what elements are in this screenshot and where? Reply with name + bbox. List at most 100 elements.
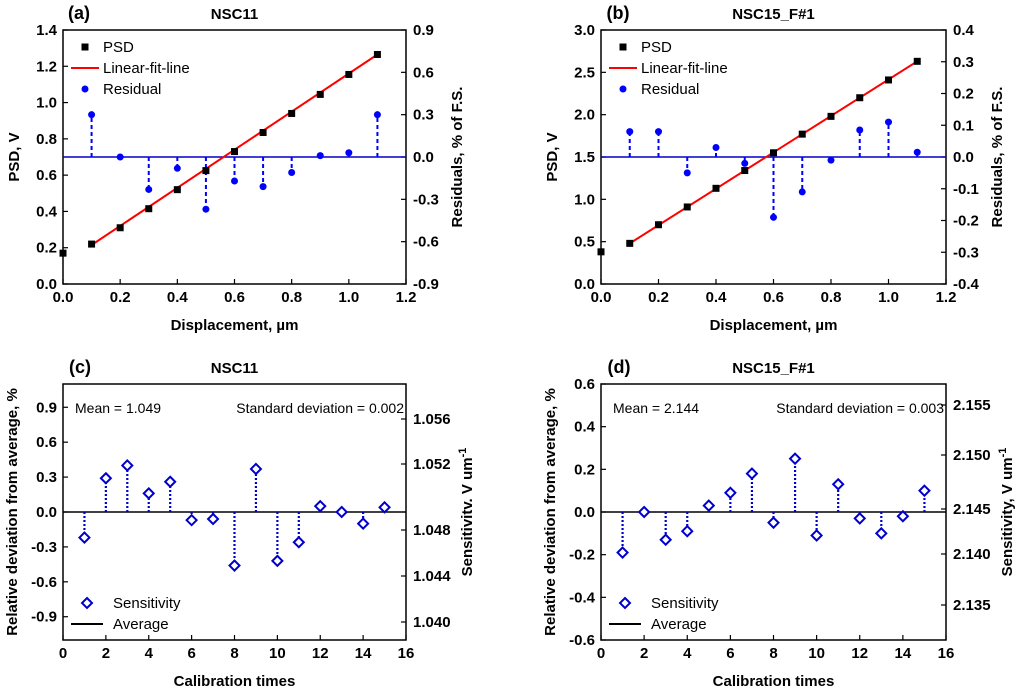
- y-tick-label: 1.4: [36, 22, 58, 39]
- y2-axis-label: Residuals, % of F.S.: [449, 87, 466, 228]
- y2-tick-label: -0.3: [413, 191, 439, 208]
- y2-tick-label: 2.140: [953, 546, 991, 563]
- y2-tick-label: -0.1: [953, 181, 979, 198]
- y-tick-label: 2.0: [574, 107, 595, 124]
- y-tick-label: 1.0: [574, 191, 595, 208]
- panel-label: (d): [608, 357, 631, 377]
- panel-label: (a): [68, 3, 90, 23]
- residual-point: [626, 128, 634, 136]
- x-tick-label: 0.0: [53, 289, 74, 306]
- chart-title: NSC11: [211, 6, 259, 23]
- x-tick-label: 16: [938, 645, 955, 662]
- x-tick-label: 0.8: [281, 289, 302, 306]
- sensitivity-point: [831, 477, 845, 491]
- sensitivity-point: [356, 517, 370, 531]
- sensitivity-point: [745, 467, 759, 481]
- psd-point: [913, 57, 921, 65]
- x-tick-label: 0.2: [110, 289, 131, 306]
- sensitivity-point: [313, 499, 327, 513]
- residual-point: [116, 153, 124, 161]
- residual-point: [231, 177, 238, 185]
- y2-tick-label: 0.3: [953, 54, 974, 71]
- residual-point: [88, 111, 96, 119]
- x-tick-label: 0.8: [821, 289, 842, 306]
- y-tick-label: 0.9: [36, 399, 57, 416]
- y-axis-label: Relative deviation from average, %: [4, 388, 21, 636]
- y-tick-label: -0.9: [31, 609, 57, 626]
- sensitivity-point: [723, 486, 737, 500]
- chart-title: NSC15_F#1: [732, 6, 815, 23]
- x-tick-label: 10: [269, 645, 286, 662]
- annotation-mean: Mean = 2.144: [613, 400, 699, 416]
- y-tick-label: -0.6: [569, 632, 595, 649]
- legend-label: Average: [651, 616, 707, 633]
- legend-psd-marker: [81, 43, 89, 51]
- psd-point: [202, 167, 210, 175]
- sensitivity-point: [637, 505, 651, 519]
- x-tick-label: 4: [683, 645, 692, 662]
- residual-point: [288, 169, 296, 177]
- annotation-std: Standard deviation = 0.002: [236, 400, 404, 416]
- legend-sensitivity-marker: [618, 596, 632, 610]
- x-axis-label: Calibration times: [174, 673, 296, 690]
- sensitivity-point: [874, 526, 888, 540]
- x-tick-label: 10: [808, 645, 825, 662]
- x-axis-label: Displacement, µm: [171, 317, 299, 334]
- y2-tick-label: 0.0: [413, 149, 434, 166]
- y2-tick-label: -0.6: [413, 234, 439, 251]
- x-tick-label: 0: [59, 645, 67, 662]
- x-tick-label: 12: [851, 645, 868, 662]
- y-tick-label: 0.3: [36, 469, 57, 486]
- x-tick-label: 0.4: [167, 289, 189, 306]
- psd-point: [626, 239, 634, 247]
- x-tick-label: 1.2: [396, 289, 417, 306]
- residual-point: [885, 118, 892, 126]
- y-axis-label: PSD, V: [544, 132, 561, 181]
- sensitivity-point: [78, 531, 91, 545]
- y2-axis-label: Sensitivity, V um-1: [997, 448, 1016, 577]
- psd-point: [827, 112, 835, 120]
- legend-psd-marker: [619, 43, 627, 51]
- y2-tick-label: 0.3: [413, 107, 434, 124]
- chart-title: NSC11: [211, 360, 259, 377]
- residual-point: [259, 183, 267, 191]
- x-tick-label: 8: [230, 645, 238, 662]
- residual-point: [145, 185, 153, 193]
- psd-point: [683, 203, 691, 211]
- psd-point: [655, 221, 662, 229]
- y-axis-label: PSD, V: [6, 132, 23, 181]
- y2-tick-label: -0.4: [953, 276, 980, 293]
- psd-point: [231, 148, 238, 156]
- residual-point: [683, 169, 691, 177]
- y-tick-label: 0.0: [36, 276, 57, 293]
- psd-point: [145, 205, 153, 213]
- sensitivity-point: [680, 524, 694, 538]
- psd-point: [259, 129, 267, 137]
- sensitivity-point: [702, 499, 716, 513]
- x-tick-label: 0.4: [706, 289, 728, 306]
- psd-point: [885, 76, 892, 84]
- residual-point: [202, 205, 210, 213]
- y-tick-label: 0.5: [574, 234, 595, 251]
- y-tick-label: 0.4: [36, 203, 58, 220]
- x-tick-label: 0.0: [591, 289, 612, 306]
- y2-tick-label: 1.052: [413, 456, 451, 473]
- y-tick-label: 0.0: [574, 504, 595, 521]
- y2-tick-label: 2.155: [953, 397, 991, 414]
- y2-axis-label: Sensitivitv. V um-1: [457, 448, 476, 577]
- y2-tick-label: -0.3: [953, 244, 979, 261]
- sensitivity-point: [659, 533, 673, 547]
- residual-point: [798, 188, 806, 196]
- sensitivity-point: [99, 471, 113, 485]
- psd-point: [88, 240, 96, 248]
- legend-label: PSD: [641, 39, 672, 56]
- legend-sensitivity-marker: [80, 596, 94, 610]
- y-tick-label: 3.0: [574, 22, 595, 39]
- sensitivity-point: [616, 546, 629, 559]
- sensitivity-point: [142, 486, 156, 500]
- sensitivity-point: [853, 511, 867, 525]
- y-axis-label: Relative deviation from average, %: [542, 388, 559, 636]
- y-tick-label: 0.0: [574, 276, 595, 293]
- x-tick-label: 14: [355, 645, 372, 662]
- sensitivity-point: [788, 452, 802, 466]
